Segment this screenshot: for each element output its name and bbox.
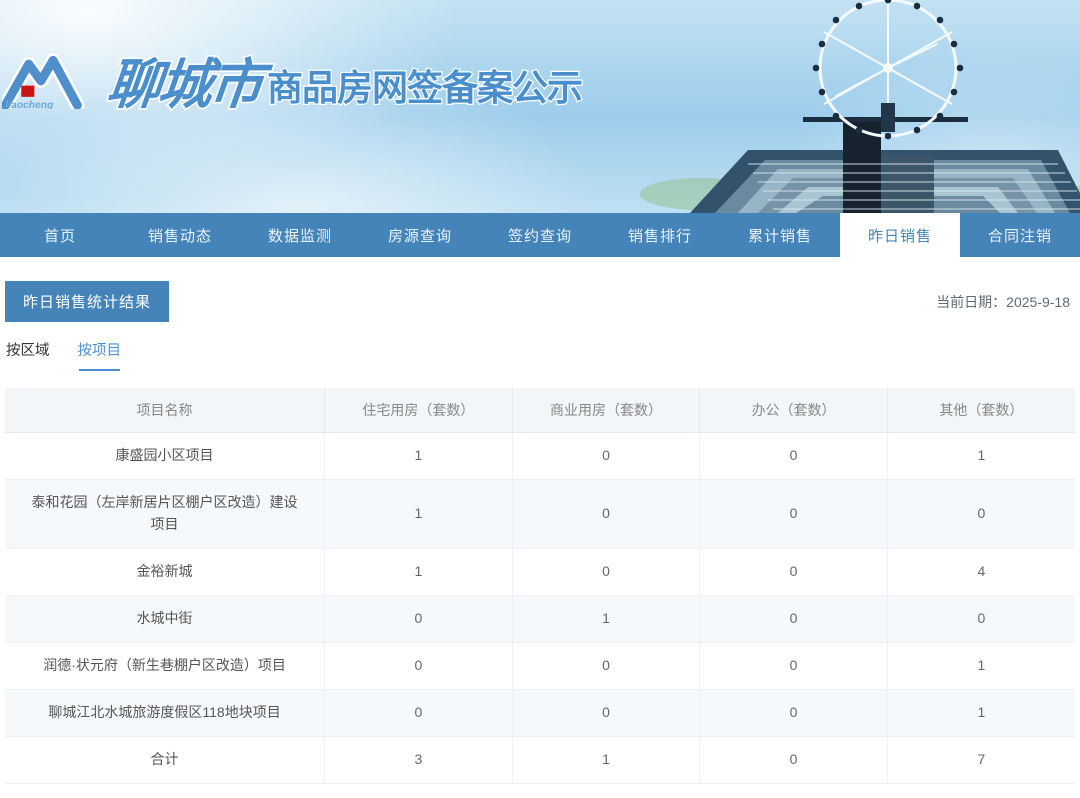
- svg-text:liaocheng: liaocheng: [5, 100, 54, 109]
